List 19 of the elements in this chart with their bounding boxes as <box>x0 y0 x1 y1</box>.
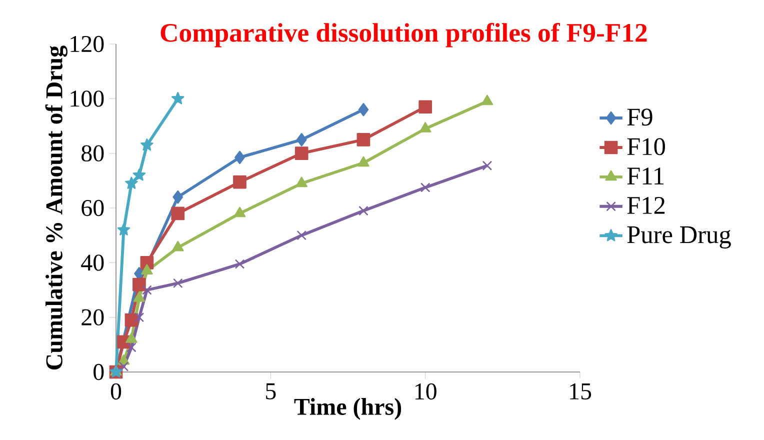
legend-label: F11 <box>627 168 664 184</box>
legend-label: F12 <box>627 196 665 214</box>
y-axis-title: Cumulative % Amount of Drug <box>45 46 68 370</box>
y-tick-label: 80 <box>82 145 104 162</box>
x-tick-label: 5 <box>266 383 276 400</box>
y-tick-label: 40 <box>81 254 104 271</box>
x-tick-label: 10 <box>415 383 436 400</box>
legend-label: F9 <box>627 108 652 126</box>
x-tick-label: 0 <box>110 383 122 400</box>
y-tick-label: 120 <box>70 36 104 52</box>
x-tick-label: 15 <box>570 383 592 400</box>
y-tick-label: 60 <box>82 200 104 216</box>
chart-title: Comparative dissolution profiles of F9-F12 <box>160 22 647 48</box>
y-tick-label: 100 <box>70 90 104 107</box>
y-tick-label: 0 <box>94 364 104 380</box>
x-axis-title: Time (hrs) <box>294 398 402 420</box>
legend-label: F10 <box>627 138 665 156</box>
y-tick-label: 20 <box>82 309 104 326</box>
legend-label: Pure Drug <box>627 226 731 248</box>
